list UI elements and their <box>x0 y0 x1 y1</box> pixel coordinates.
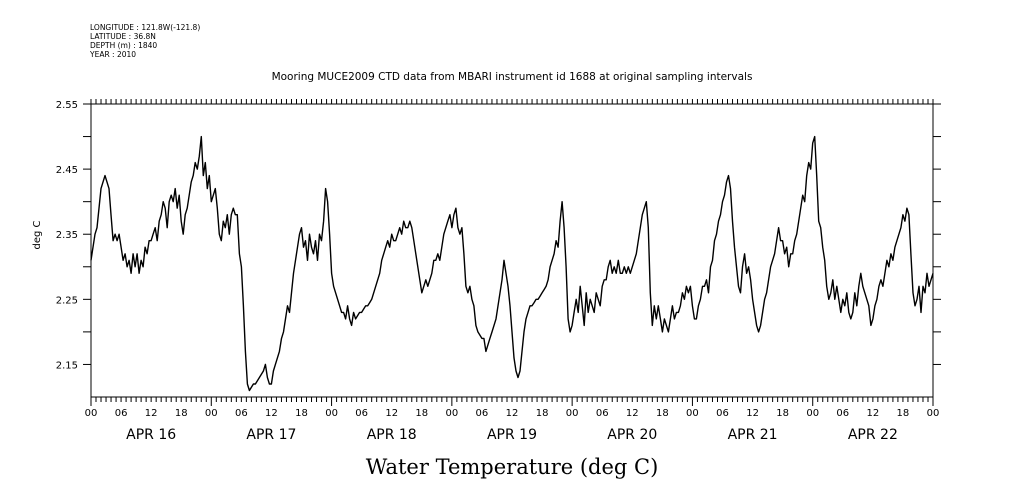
meta-depth: DEPTH (m) : 1840 <box>90 41 157 50</box>
x-tick-label: 18 <box>536 408 549 419</box>
chart-title: Mooring MUCE2009 CTD data from MBARI ins… <box>272 71 753 83</box>
x-tick-label: 00 <box>445 408 458 419</box>
x-tick-label: 12 <box>626 408 639 419</box>
x-tick-label: 12 <box>866 408 879 419</box>
x-tick-label: 00 <box>686 408 699 419</box>
x-tick-label: 00 <box>566 408 579 419</box>
axes: 2.15 2.25 2.35 2.45 2.55 00 06 12 18 00 06 12 18 00 06… <box>56 99 941 443</box>
x-day-label: APR 22 <box>848 427 898 443</box>
x-tick-label: 18 <box>175 408 188 419</box>
y-tick-label: 2.25 <box>56 295 78 306</box>
y-tick-label: 2.15 <box>56 360 78 371</box>
x-tick-label: 12 <box>145 408 158 419</box>
x-tick-label: 06 <box>235 408 248 419</box>
x-day-label: APR 19 <box>487 427 537 443</box>
x-tick-label: 12 <box>385 408 398 419</box>
y-tick-label: 2.55 <box>56 100 78 111</box>
x-tick-label: 06 <box>355 408 368 419</box>
x-day-label: APR 20 <box>607 427 657 443</box>
x-tick-label: 12 <box>506 408 519 419</box>
series-line-water-temperature <box>90 135 934 392</box>
y-axis-label: deg C <box>32 220 43 249</box>
meta-year: YEAR : 2010 <box>89 50 136 59</box>
x-day-label: APR 17 <box>246 427 296 443</box>
x-tick-label: 00 <box>806 408 819 419</box>
y-tick-label: 2.45 <box>56 165 78 176</box>
meta-latitude: LATITUDE : 36.8N <box>90 32 156 41</box>
bottom-title: Water Temperature (deg C) <box>366 455 659 479</box>
x-tick-label: 06 <box>476 408 489 419</box>
x-day-label: APR 21 <box>728 427 778 443</box>
x-tick-label: 00 <box>205 408 218 419</box>
y-tick-label: 2.35 <box>56 230 78 241</box>
x-tick-label: 18 <box>656 408 669 419</box>
x-tick-label: 18 <box>295 408 308 419</box>
x-tick-label: 00 <box>927 408 940 419</box>
meta-longitude: LONGITUDE : 121.8W(-121.8) <box>90 23 200 32</box>
x-tick-label: 06 <box>716 408 729 419</box>
x-tick-label: 00 <box>325 408 338 419</box>
x-day-label: APR 18 <box>367 427 417 443</box>
x-tick-label: 12 <box>746 408 759 419</box>
x-tick-label: 18 <box>897 408 910 419</box>
x-day-label: APR 16 <box>126 427 176 443</box>
x-tick-label: 06 <box>115 408 128 419</box>
x-tick-label: 18 <box>415 408 428 419</box>
x-tick-label: 06 <box>596 408 609 419</box>
x-tick-label: 00 <box>85 408 98 419</box>
x-tick-label: 06 <box>836 408 849 419</box>
x-tick-label: 18 <box>776 408 789 419</box>
x-tick-label: 12 <box>265 408 278 419</box>
series-group <box>90 135 934 392</box>
plot-frame <box>90 103 934 398</box>
metadata-block: LONGITUDE : 121.8W(-121.8) LATITUDE : 36… <box>89 23 200 59</box>
